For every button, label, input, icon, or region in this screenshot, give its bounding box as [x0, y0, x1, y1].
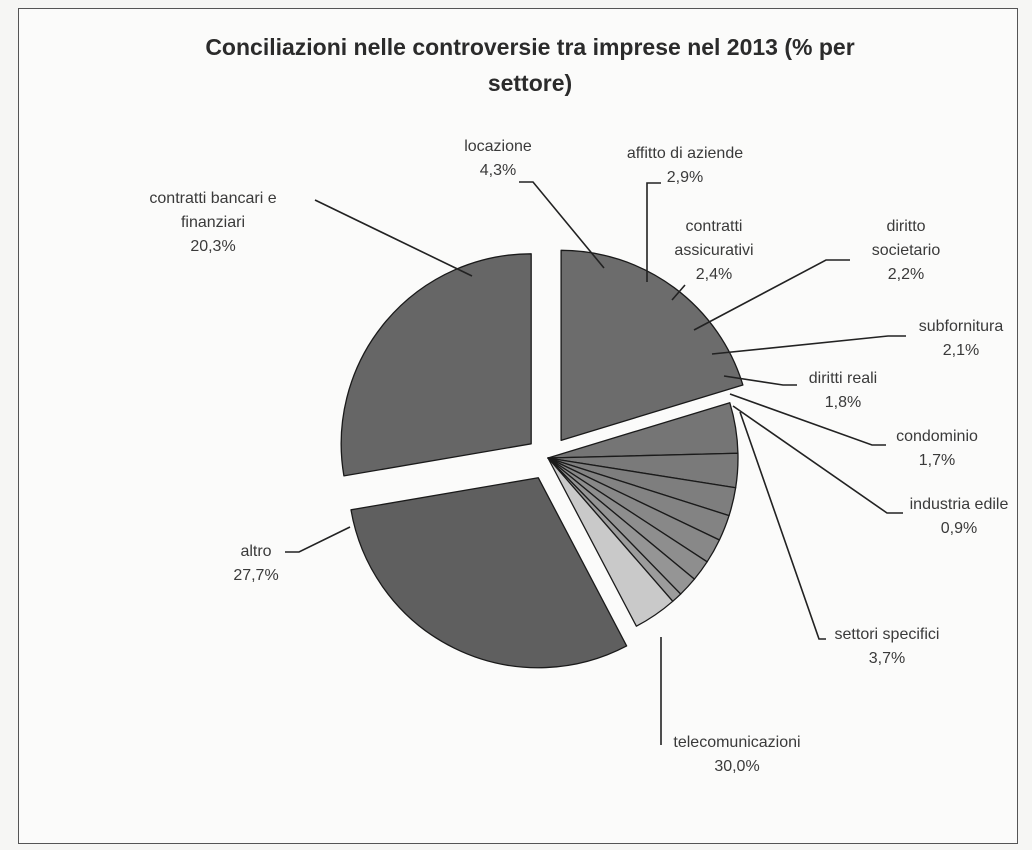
slice-name-label: subfornitura: [919, 318, 1004, 335]
slice-name-label: affitto di aziende: [627, 145, 743, 162]
slice-label-diritto-societario: diritto societario 2,2%: [872, 218, 941, 283]
leader-line-industria-edile: [732, 405, 903, 514]
slice-name-label: condominio: [896, 428, 978, 445]
slice-label-industria-edile: industria edile 0,9%: [910, 496, 1009, 537]
slice-value-label: 27,7%: [233, 567, 278, 584]
slice-label-subfornitura: subfornitura 2,1%: [919, 318, 1004, 359]
leader-line-contratti-assicurativi: [671, 284, 686, 301]
pie-slices: [340, 249, 744, 669]
chart-title: Conciliazioni nelle controversie tra imp…: [205, 34, 854, 96]
slice-value-label: 2,1%: [943, 342, 979, 359]
leader-lines: [285, 181, 906, 745]
slice-value-label: 0,9%: [941, 520, 977, 537]
slice-label-telecomunicazioni: telecomunicazioni 30,0%: [673, 734, 800, 775]
slice-value-label: 4,3%: [480, 162, 516, 179]
chart-title-line: Conciliazioni nelle controversie tra imp…: [205, 34, 854, 60]
slice-value-label: 2,2%: [888, 266, 924, 283]
leader-line-altro: [285, 526, 351, 553]
slice-value-label: 3,7%: [869, 650, 905, 667]
slice-label-condominio: condominio 1,7%: [896, 428, 978, 469]
slice-labels: contratti bancari e finanziari 20,3% locazi…: [149, 138, 1008, 775]
slice-value-label: 1,8%: [825, 394, 861, 411]
slice-name-label: industria edile: [910, 496, 1009, 513]
slice-name-label: locazione: [464, 138, 532, 155]
slice-name-label: diritto: [886, 218, 925, 235]
slice-value-label: 20,3%: [190, 238, 235, 255]
leader-line-condominio: [729, 393, 886, 446]
slice-name-label: contratti bancari e: [149, 190, 276, 207]
leader-line-diritto-societario: [693, 259, 850, 331]
slice-name-label: assicurativi: [674, 242, 753, 259]
slice-name-label: telecomunicazioni: [673, 734, 800, 751]
slice-label-altro: altro 27,7%: [233, 543, 278, 584]
slice-name-label: contratti: [686, 218, 743, 235]
leader-line-subfornitura: [711, 335, 906, 355]
pie-slice-contratti-bancari-e-finanziari: [560, 249, 744, 441]
slice-name-label: altro: [240, 543, 271, 560]
slice-name-label: finanziari: [181, 214, 245, 231]
slice-name-label: societario: [872, 242, 941, 259]
leader-line-diritti-reali: [723, 375, 797, 386]
pie-slice-altro: [340, 253, 532, 477]
slice-label-contratti-bancari-e-finanziari: contratti bancari e finanziari 20,3%: [149, 190, 276, 255]
slice-name-label: diritti reali: [809, 370, 877, 387]
leader-line-contratti-bancari-e-finanziari: [314, 199, 473, 277]
leader-line-locazione: [519, 181, 605, 269]
slice-value-label: 2,9%: [667, 169, 703, 186]
chart-title-line: settore): [488, 70, 572, 96]
slice-name-label: settori specifici: [835, 626, 940, 643]
leader-line-settori-specifici: [739, 411, 826, 640]
slice-value-label: 30,0%: [714, 758, 759, 775]
leader-line-affitto-di-aziende: [646, 182, 661, 282]
slice-label-affitto-di-aziende: affitto di aziende 2,9%: [627, 145, 743, 186]
slice-label-contratti-assicurativi: contratti assicurativi 2,4%: [674, 218, 753, 283]
slice-label-diritti-reali: diritti reali 1,8%: [809, 370, 877, 411]
pie-slice-telecomunicazioni: [350, 477, 628, 669]
pie-slice-settori-specifici: [547, 457, 674, 627]
slice-label-settori-specifici: settori specifici 3,7%: [835, 626, 940, 667]
slice-value-label: 1,7%: [919, 452, 955, 469]
slice-label-locazione: locazione 4,3%: [464, 138, 532, 179]
slice-value-label: 2,4%: [696, 266, 732, 283]
